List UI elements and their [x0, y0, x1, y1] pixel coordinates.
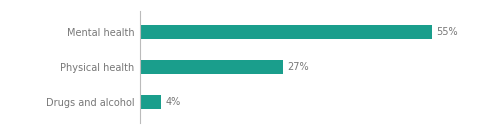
Bar — [140, 25, 432, 38]
Text: 4%: 4% — [166, 97, 180, 107]
Bar — [140, 60, 284, 74]
Text: 27%: 27% — [288, 62, 309, 72]
Text: 55%: 55% — [436, 27, 458, 37]
Bar — [140, 96, 161, 109]
